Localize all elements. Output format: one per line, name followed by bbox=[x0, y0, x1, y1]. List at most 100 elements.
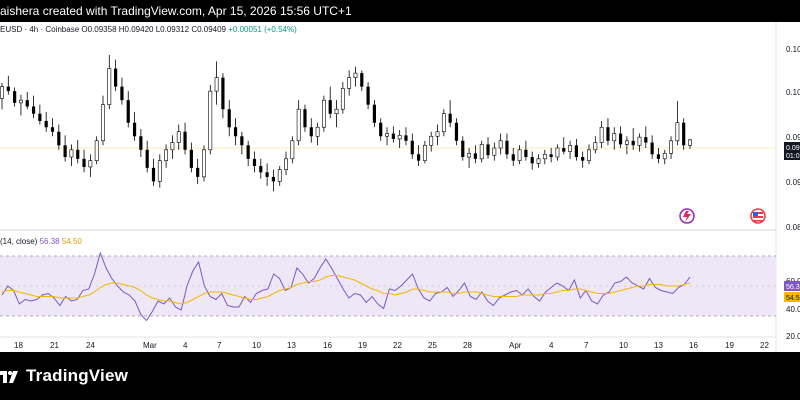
price-tick-label: 0.10 bbox=[786, 88, 800, 97]
time-tick-label: 10 bbox=[252, 341, 261, 350]
ohlc-low: L0.09312 bbox=[155, 25, 190, 34]
candle-body bbox=[404, 135, 408, 141]
time-tick-label: 19 bbox=[358, 341, 367, 350]
candle-body bbox=[69, 149, 74, 158]
candle-body bbox=[524, 149, 528, 158]
candle-body bbox=[429, 135, 434, 146]
time-tick-label: 13 bbox=[654, 341, 663, 350]
candle-body bbox=[322, 99, 326, 128]
candle-body bbox=[624, 140, 629, 145]
candle-body bbox=[688, 139, 692, 146]
candle-body bbox=[57, 131, 61, 146]
rsi-ma-last-tag bbox=[784, 292, 800, 302]
time-tick-label: 16 bbox=[323, 341, 332, 350]
candle-body bbox=[517, 149, 522, 161]
candle-body bbox=[183, 131, 187, 150]
candle-body bbox=[277, 169, 282, 182]
rsi-ma-last-value: 54.5 bbox=[786, 295, 800, 302]
time-tick-label: 28 bbox=[463, 341, 472, 350]
candle-body bbox=[448, 113, 452, 123]
candle-body bbox=[44, 120, 48, 128]
time-tick-label: 24 bbox=[86, 341, 95, 350]
candle-body bbox=[644, 137, 648, 143]
bar-countdown: 01:0 bbox=[786, 153, 800, 160]
candle-body bbox=[422, 144, 427, 161]
candle-body bbox=[290, 140, 295, 160]
time-tick-label: 4 bbox=[549, 341, 554, 350]
symbol-name[interactable]: EUSD · 4h · Coinbase bbox=[0, 25, 80, 34]
candle-body bbox=[189, 149, 193, 168]
time-tick-label: 25 bbox=[428, 341, 437, 350]
candle-body bbox=[530, 157, 534, 164]
candle-body bbox=[441, 113, 446, 133]
candle-body bbox=[379, 122, 383, 137]
time-tick-label: 7 bbox=[584, 341, 589, 350]
candle-body bbox=[486, 144, 490, 156]
candle-body bbox=[347, 77, 352, 89]
candle-body bbox=[682, 122, 686, 146]
candle-body bbox=[549, 154, 553, 158]
time-tick-label: 13 bbox=[287, 341, 296, 350]
candle-body bbox=[19, 99, 23, 104]
candle-body bbox=[120, 86, 124, 101]
price-tick-label: 0.09 bbox=[786, 178, 800, 187]
price-tick-label: 0.09 bbox=[786, 133, 800, 142]
candle-body bbox=[631, 140, 635, 146]
candle-body bbox=[0, 86, 4, 99]
candle-body bbox=[170, 142, 175, 151]
price-tick-label: 0.08 bbox=[786, 223, 800, 232]
time-tick-label: Mar bbox=[143, 341, 157, 350]
candle-body bbox=[650, 142, 654, 155]
candle-body bbox=[94, 140, 99, 161]
time-tick-label: 21 bbox=[50, 341, 59, 350]
candle-body bbox=[581, 157, 585, 161]
rsi-ma-line bbox=[1, 275, 691, 305]
candle-body bbox=[13, 91, 17, 103]
ohlc-change: +0.00051 (+0.54%) bbox=[228, 25, 297, 34]
candle-body bbox=[107, 68, 112, 105]
symbol-legend: EUSD · 4h · Coinbase O0.09358 H0.09420 L… bbox=[0, 25, 297, 34]
candle-body bbox=[157, 160, 162, 182]
candle-body bbox=[435, 131, 440, 137]
candle-body bbox=[618, 133, 623, 145]
candle-body bbox=[50, 127, 55, 132]
us-flag-event-icon[interactable] bbox=[750, 208, 766, 224]
ohlc-open: O0.09358 bbox=[81, 25, 117, 34]
time-tick-label: 16 bbox=[689, 341, 698, 350]
candle-body bbox=[656, 154, 661, 159]
rsi-ma-value: 54.50 bbox=[61, 237, 82, 246]
candle-body bbox=[505, 140, 509, 155]
rsi-params[interactable]: (14, close) bbox=[0, 237, 38, 246]
candle-body bbox=[669, 140, 673, 154]
candle-body bbox=[76, 149, 80, 159]
rsi-line bbox=[1, 251, 691, 322]
candle-body bbox=[25, 100, 29, 107]
price-tick-label: 0.10 bbox=[786, 45, 800, 54]
time-tick-label: 19 bbox=[725, 341, 734, 350]
ohlc-close: C0.09409 bbox=[191, 25, 227, 34]
candle-body bbox=[114, 68, 118, 87]
time-tick-label: 10 bbox=[619, 341, 628, 350]
candle-body bbox=[63, 145, 67, 158]
chart-canvas[interactable]: 0.10 0.10 0.09 0.09 0.08 0.09 01:0 60.0 … bbox=[0, 22, 800, 352]
rsi-last-tag bbox=[784, 281, 800, 291]
tradingview-logo[interactable]: TradingView bbox=[0, 352, 128, 400]
candle-body bbox=[334, 108, 339, 115]
flash-event-icon[interactable] bbox=[679, 208, 695, 224]
time-axis: 18 21 24 Mar 4 7 10 13 16 19 22 25 28 Ap… bbox=[14, 341, 769, 350]
candle-body bbox=[498, 140, 503, 149]
candle-body bbox=[662, 153, 667, 160]
candle-body bbox=[454, 122, 459, 141]
candle-body bbox=[252, 158, 257, 167]
rsi-tick-label: 40.0 bbox=[786, 305, 800, 314]
candle-body bbox=[196, 167, 200, 177]
candle-body bbox=[82, 158, 86, 167]
candle-body bbox=[208, 90, 213, 151]
candle-body bbox=[397, 135, 402, 140]
candle-body bbox=[568, 144, 572, 152]
candle-body bbox=[562, 148, 566, 152]
candle-body bbox=[606, 127, 610, 141]
candle-body bbox=[126, 100, 130, 123]
snapshot-header: aishera created with TradingView.com, Ap… bbox=[0, 0, 800, 22]
chart-area[interactable]: 0.10 0.10 0.09 0.09 0.08 0.09 01:0 60.0 … bbox=[0, 22, 800, 352]
